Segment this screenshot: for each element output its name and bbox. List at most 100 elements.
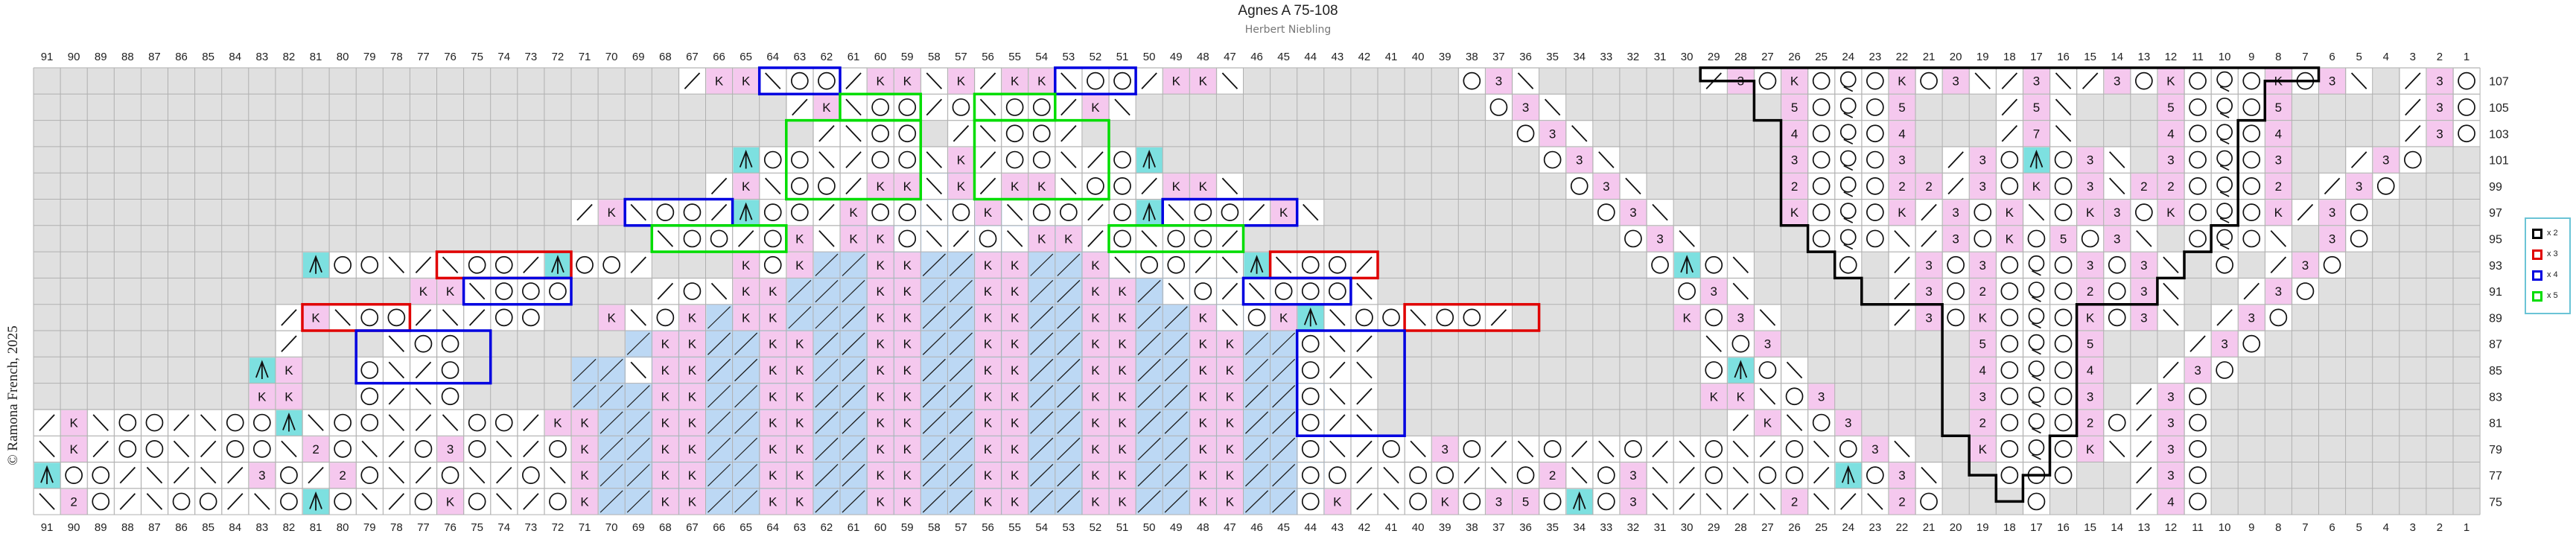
- ssk-icon: [1571, 124, 1588, 142]
- yarn-over-icon: [521, 308, 540, 327]
- knit-symbol-cell: [1190, 384, 1217, 410]
- no-stitch-diagonal: [626, 332, 650, 355]
- no-stitch-diagonal: [600, 385, 623, 408]
- knit-tbl-symbol: K: [1091, 258, 1100, 273]
- k2tog-icon: [2216, 309, 2233, 326]
- no-stitch-diagonal: [1164, 332, 1188, 355]
- knit-symbol-cell: [1539, 462, 1566, 489]
- no-stitch-diagonal: [842, 385, 865, 408]
- yarn-over-icon: [145, 413, 164, 432]
- knit-symbol-cell: [1620, 489, 1647, 515]
- knit-symbol-cell: [894, 279, 921, 305]
- knit-symbol-cell: [1217, 331, 1244, 357]
- knit-symbol-cell: [1781, 174, 1808, 200]
- yarn-over-icon: [92, 466, 110, 485]
- ssk-icon: [1356, 282, 1373, 300]
- no-stitch-diagonal: [1057, 411, 1081, 434]
- knit-symbol-cell: [2077, 174, 2104, 200]
- no-stitch-diagonal: [815, 411, 839, 434]
- k2tog-icon: [1356, 387, 1373, 405]
- ssk-icon: [1060, 177, 1077, 195]
- yarn-over-icon: [2242, 98, 2261, 116]
- yarn-over-icon: [145, 439, 164, 458]
- knit-tbl-symbol: K: [1091, 442, 1100, 456]
- k2tog-icon: [227, 493, 244, 510]
- yarn-over-icon: [2189, 387, 2207, 406]
- knit-symbol-cell: [1916, 174, 1943, 200]
- column-number-bottom: 59: [901, 521, 914, 534]
- ssk-icon: [308, 414, 324, 431]
- knit-symbol-cell: [1082, 410, 1109, 436]
- knit-tbl-symbol: K: [1979, 442, 1988, 456]
- k2tog-icon: [1894, 309, 1910, 326]
- knit-tbl-symbol: K: [876, 179, 885, 194]
- yarn-over-icon: [2458, 124, 2475, 143]
- ssk-icon: [361, 493, 378, 510]
- k2tog-icon: [979, 177, 996, 195]
- column-number-bottom: 46: [1250, 521, 1263, 534]
- knit-symbol-cell: [1674, 305, 1701, 331]
- knit-tbl-symbol: K: [1226, 389, 1235, 404]
- knit-tbl-symbol: K: [769, 311, 777, 325]
- knit-tbl-symbol: K: [69, 416, 78, 430]
- ssk-icon: [818, 230, 835, 247]
- ssk-icon: [1060, 151, 1077, 168]
- column-number-bottom: 83: [256, 521, 269, 534]
- ssk-icon: [2055, 98, 2072, 116]
- no-stitch-diagonal: [600, 437, 623, 460]
- knit-symbol-cell: [868, 174, 894, 200]
- no-stitch-diagonal: [1245, 464, 1269, 487]
- legend-swatch-x2: [2532, 229, 2542, 239]
- no-stitch-diagonal: [922, 437, 946, 460]
- knit-symbol-cell: [2077, 252, 2104, 279]
- knit-symbol-cell: [1002, 69, 1028, 95]
- stitch-count-symbol: 2: [1979, 284, 1986, 299]
- no-stitch-diagonal: [1245, 437, 1269, 460]
- k2tog-icon: [684, 72, 701, 89]
- ssk-icon: [1329, 440, 1346, 458]
- twisted-yarn-over-icon: [2216, 229, 2233, 246]
- column-number-top: 59: [901, 51, 914, 63]
- column-number-bottom: 79: [363, 521, 376, 534]
- knit-symbol-cell: [760, 357, 786, 384]
- knit-symbol-cell: [1002, 331, 1028, 357]
- stitch-count-symbol: 3: [2087, 389, 2093, 404]
- no-stitch-diagonal: [842, 253, 865, 276]
- column-number-top: 3: [2410, 51, 2416, 63]
- ssk-icon: [468, 466, 486, 484]
- knit-symbol-cell: [1620, 462, 1647, 489]
- stitch-count-symbol: 3: [1737, 311, 1744, 325]
- stitch-count-symbol: 3: [2033, 74, 2040, 89]
- yarn-over-icon: [414, 492, 433, 511]
- yarn-over-icon: [1543, 439, 1562, 458]
- column-number-bottom: 72: [552, 521, 565, 534]
- knit-tbl-symbol: K: [849, 206, 858, 220]
- knit-tbl-symbol: K: [957, 179, 966, 194]
- stitch-count-symbol: 3: [2140, 284, 2147, 299]
- ssk-icon: [2350, 72, 2367, 89]
- knit-symbol-cell: [2157, 436, 2184, 462]
- k2tog-icon: [2136, 493, 2152, 510]
- yarn-over-icon: [2242, 150, 2261, 169]
- knit-tbl-symbol: K: [795, 442, 804, 456]
- yarn-over-icon: [2242, 124, 2261, 143]
- yarn-over-icon: [521, 466, 540, 485]
- yarn-over-icon: [360, 466, 379, 485]
- yarn-over-icon: [1812, 98, 1831, 116]
- knit-tbl-symbol: K: [795, 258, 804, 273]
- column-number-top: 41: [1385, 51, 1398, 63]
- column-number-top: 72: [552, 51, 565, 63]
- knit-tbl-symbol: K: [1199, 363, 1208, 378]
- column-number-top: 60: [874, 51, 887, 63]
- knit-symbol-cell: [652, 331, 679, 357]
- yarn-over-icon: [360, 387, 379, 406]
- no-stitch-diagonal: [1245, 332, 1269, 355]
- ssk-icon: [92, 414, 109, 431]
- yarn-over-icon: [602, 255, 621, 274]
- yarn-over-icon: [2054, 334, 2073, 353]
- no-stitch-diagonal: [573, 385, 597, 408]
- column-number-bottom: 15: [2084, 521, 2096, 534]
- column-number-bottom: 63: [794, 521, 807, 534]
- ssk-icon: [442, 256, 459, 274]
- stitch-count-symbol: 3: [1603, 179, 1609, 194]
